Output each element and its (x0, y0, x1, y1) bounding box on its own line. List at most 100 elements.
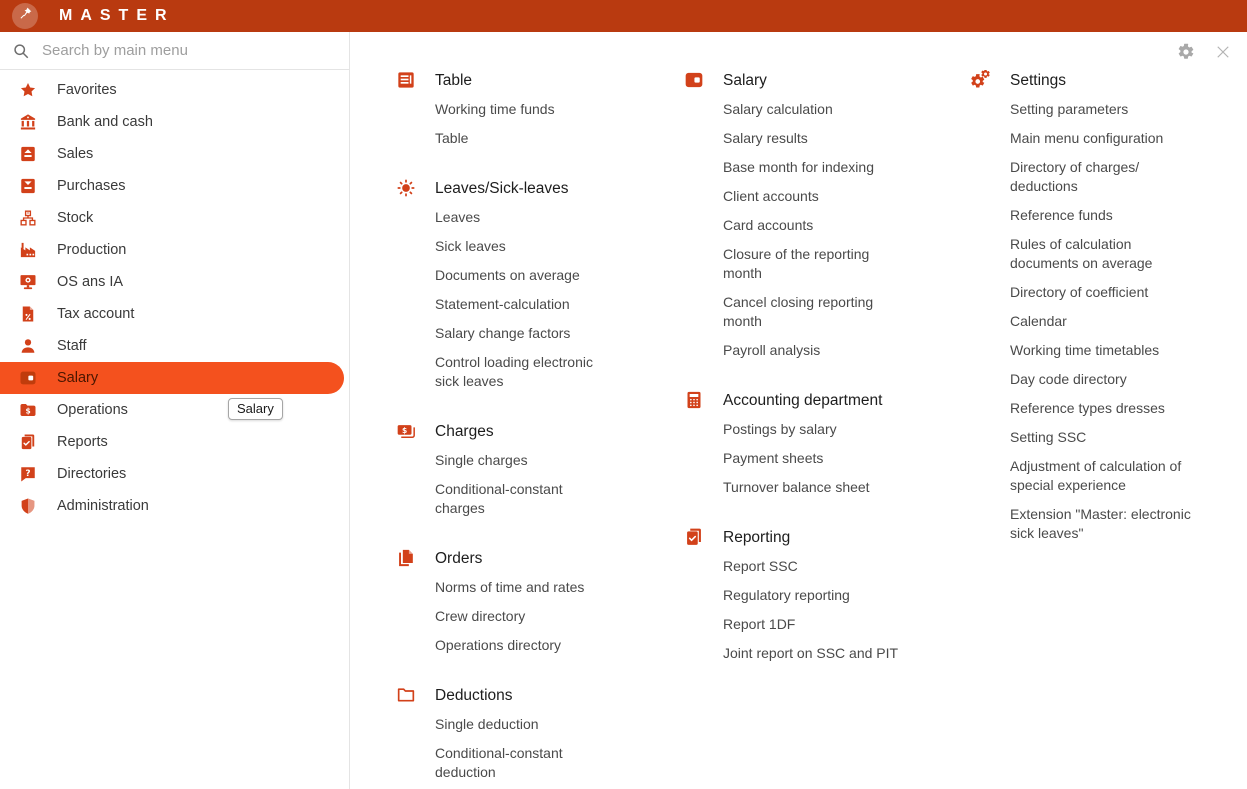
search-bar (0, 32, 349, 70)
menu-item-rules-of-calculation-documents-on-average[interactable]: Rules of calculation documents on averag… (1010, 236, 1153, 271)
menu-item-salary-change-factors[interactable]: Salary change factors (435, 325, 571, 341)
svg-text:?: ? (25, 469, 30, 479)
menu-item-main-menu-configuration[interactable]: Main menu configuration (1010, 130, 1164, 146)
menu-item-adjustment-of-calculation-of-special-experience[interactable]: Adjustment of calculation of special exp… (1010, 458, 1182, 493)
menu-item-working-time-funds[interactable]: Working time funds (435, 101, 555, 117)
menu-item-conditional-constant-deduction[interactable]: Conditional-constant deduction (435, 745, 563, 780)
sidebar-item-directories[interactable]: ? Directories (0, 458, 349, 490)
app-logo[interactable] (12, 3, 38, 29)
sidebar-item-favorites[interactable]: Favorites (0, 74, 349, 106)
magnifier-icon (12, 42, 30, 60)
menu-item-cancel-closing-reporting-month[interactable]: Cancel closing reporting month (723, 294, 874, 329)
menu-item-card-accounts[interactable]: Card accounts (723, 217, 814, 233)
report-check-icon (19, 433, 37, 451)
section-table: Table Working time funds Table (396, 66, 658, 153)
menu-item-salary-results[interactable]: Salary results (723, 130, 808, 146)
content-column-2: Salary Salary calculation Salary results Ba… (684, 32, 950, 668)
top-bar: MASTER (0, 0, 1247, 32)
sidebar-item-tax-account[interactable]: Tax account (0, 298, 349, 330)
menu-item-norms-of-time-and-rates[interactable]: Norms of time and rates (435, 579, 585, 595)
tax-doc-icon (19, 305, 37, 323)
documents-icon (396, 548, 416, 568)
menu-item-reference-types-dresses[interactable]: Reference types dresses (1010, 400, 1165, 416)
sidebar-item-bank-and-cash[interactable]: Bank and cash (0, 106, 349, 138)
menu-item-conditional-constant-charges[interactable]: Conditional-constant charges (435, 481, 563, 516)
menu-item-joint-report-on-ssc-and-pit[interactable]: Joint report on SSC and PIT (723, 645, 899, 661)
menu-item-calendar[interactable]: Calendar (1010, 313, 1067, 329)
section-body: Deductions Single deduction Conditional-co… (435, 681, 658, 787)
section-title-reporting: Reporting (723, 528, 791, 546)
sidebar-item-sales[interactable]: Sales (0, 138, 349, 170)
menu-item-client-accounts[interactable]: Client accounts (723, 188, 819, 204)
menu-item-salary-calculation[interactable]: Salary calculation (723, 101, 833, 117)
menu-item-turnover-balance-sheet[interactable]: Turnover balance sheet (723, 479, 870, 495)
sidebar-item-label: Production (57, 242, 127, 258)
menu-item-setting-ssc[interactable]: Setting SSC (1010, 429, 1087, 445)
bank-icon (19, 113, 37, 131)
sidebar: Favorites Bank and cash Sales Purchases Stoc… (0, 32, 350, 789)
menu-item-setting-parameters[interactable]: Setting parameters (1010, 101, 1129, 117)
close-icon[interactable] (1214, 43, 1232, 61)
menu-item-reference-funds[interactable]: Reference funds (1010, 207, 1113, 223)
menu-item-single-charges[interactable]: Single charges (435, 452, 528, 468)
org-icon (19, 209, 37, 227)
menu-item-base-month-for-indexing[interactable]: Base month for indexing (723, 159, 874, 175)
gears-icon (971, 70, 991, 90)
menu-item-sick-leaves[interactable]: Sick leaves (435, 238, 506, 254)
sidebar-item-salary[interactable]: Salary (0, 362, 344, 394)
gear-icon[interactable] (1177, 43, 1195, 61)
sidebar-item-administration[interactable]: Administration (0, 490, 349, 522)
menu-item-postings-by-salary[interactable]: Postings by salary (723, 421, 837, 437)
search-input[interactable] (42, 42, 337, 59)
wallet-icon (19, 369, 37, 387)
menu-item-table[interactable]: Table (435, 130, 469, 146)
menu-item-payment-sheets[interactable]: Payment sheets (723, 450, 824, 466)
section-body: Settings Setting parameters Main menu conf… (1010, 66, 1226, 548)
menu-item-leaves[interactable]: Leaves (435, 209, 481, 225)
section-body: Table Working time funds Table (435, 66, 658, 153)
sidebar-item-label: Operations (57, 402, 128, 418)
brand-title: MASTER (59, 7, 175, 24)
section-settings: Settings Setting parameters Main menu conf… (971, 66, 1226, 548)
folder-dollar-icon: $ (19, 401, 37, 419)
menu-item-extension-master-electronic-sick-leaves[interactable]: Extension "Master: electronic sick leave… (1010, 506, 1191, 541)
question-icon: ? (19, 465, 37, 483)
sidebar-item-stock[interactable]: Stock (0, 202, 349, 234)
section-leaves-sick-leaves: Leaves/Sick-leaves Leaves Sick leaves Docum… (396, 174, 658, 396)
sidebar-item-operations[interactable]: $ Operations (0, 394, 349, 426)
sidebar-item-os-ans-ia[interactable]: OS ans IA (0, 266, 349, 298)
svg-text:$: $ (26, 407, 31, 416)
sidebar-item-label: Sales (57, 146, 94, 162)
menu-item-working-time-timetables[interactable]: Working time timetables (1010, 342, 1160, 358)
sidebar-item-label: Administration (57, 498, 149, 514)
menu-item-documents-on-average[interactable]: Documents on average (435, 267, 580, 283)
menu-item-directory-of-coefficient[interactable]: Directory of coefficient (1010, 284, 1149, 300)
menu-item-day-code-directory[interactable]: Day code directory (1010, 371, 1127, 387)
sidebar-item-label: Directories (57, 466, 127, 482)
menu-item-payroll-analysis[interactable]: Payroll analysis (723, 342, 821, 358)
sidebar-item-production[interactable]: Production (0, 234, 349, 266)
menu-item-report-1df[interactable]: Report 1DF (723, 616, 796, 632)
menu-item-regulatory-reporting[interactable]: Regulatory reporting (723, 587, 850, 603)
sidebar-item-purchases[interactable]: Purchases (0, 170, 349, 202)
section-body: Orders Norms of time and rates Crew direct… (435, 544, 658, 660)
factory-icon (19, 241, 37, 259)
menu-item-operations-directory[interactable]: Operations directory (435, 637, 562, 653)
sidebar-item-label: Reports (57, 434, 108, 450)
menu-item-closure-of-the-reporting-month[interactable]: Closure of the reporting month (723, 246, 870, 281)
menu-item-statement-calculation[interactable]: Statement-calculation (435, 296, 570, 312)
menu-item-crew-directory[interactable]: Crew directory (435, 608, 526, 624)
sidebar-item-reports[interactable]: Reports (0, 426, 349, 458)
section-title-settings: Settings (1010, 71, 1067, 89)
menu-item-single-deduction[interactable]: Single deduction (435, 716, 539, 732)
section-reporting: Reporting Report SSC Regulatory reporting R… (684, 523, 950, 668)
sidebar-item-label: Favorites (57, 82, 117, 98)
section-salary: Salary Salary calculation Salary results Ba… (684, 66, 950, 365)
menu-item-report-ssc[interactable]: Report SSC (723, 558, 798, 574)
section-charges: $ Charges Single charges Conditional-consta… (396, 417, 658, 523)
sidebar-item-staff[interactable]: Staff (0, 330, 349, 362)
section-title-deductions: Deductions (435, 686, 513, 704)
menu-item-control-loading-electronic-sick-leaves[interactable]: Control loading electronic sick leaves (435, 354, 593, 389)
banknote-icon: $ (396, 421, 416, 441)
menu-item-directory-of-charges-deductions[interactable]: Directory of charges/ deductions (1010, 159, 1140, 194)
